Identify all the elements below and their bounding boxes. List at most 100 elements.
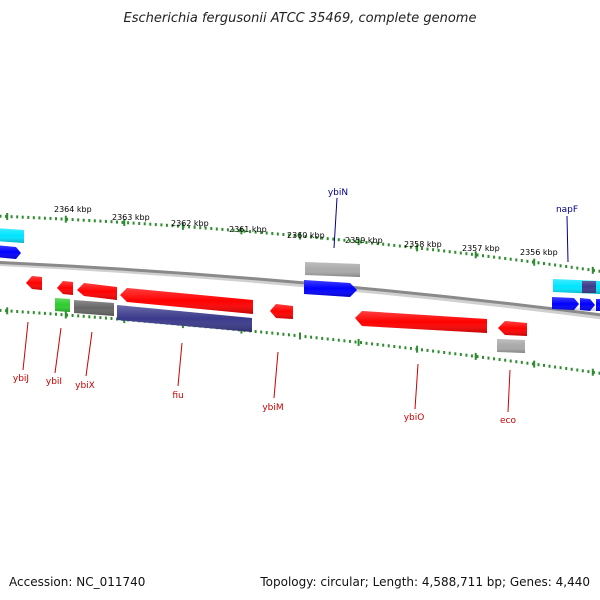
minor-tick xyxy=(409,245,412,249)
minor-tick xyxy=(304,335,307,339)
minor-tick xyxy=(448,250,451,254)
minor-tick xyxy=(581,369,584,373)
minor-tick xyxy=(504,358,507,362)
minor-tick xyxy=(293,333,296,337)
minor-tick xyxy=(592,268,595,272)
leader-line xyxy=(273,351,279,399)
gene-eco[interactable] xyxy=(498,321,527,336)
minor-tick xyxy=(260,231,263,235)
minor-tick xyxy=(138,222,141,225)
minor-tick xyxy=(570,367,573,371)
major-tick xyxy=(591,266,594,274)
minor-tick xyxy=(437,350,440,354)
minor-tick xyxy=(326,337,329,341)
minor-tick xyxy=(426,348,429,352)
minor-tick xyxy=(82,314,85,318)
minor-tick xyxy=(570,265,573,269)
leader-line xyxy=(414,363,419,410)
gene-ybiI[interactable] xyxy=(57,281,73,295)
major-tick xyxy=(181,222,184,230)
minor-tick xyxy=(143,222,146,226)
minor-tick xyxy=(232,228,235,232)
gene-block[interactable] xyxy=(304,280,357,297)
minor-tick xyxy=(337,338,340,342)
minor-tick xyxy=(104,316,107,320)
tick-labels: 2364 kbp 2363 kbp 2362 kbp 2361 kbp 2360… xyxy=(54,205,558,257)
tick-label: 2358 kbp xyxy=(404,240,442,249)
minor-tick xyxy=(199,226,202,230)
minor-tick xyxy=(520,259,523,263)
minor-tick xyxy=(71,314,74,317)
minor-tick xyxy=(592,370,595,374)
minor-tick xyxy=(454,250,457,254)
minor-tick xyxy=(348,239,351,243)
minor-tick xyxy=(99,219,102,223)
major-tick xyxy=(533,258,536,266)
minor-tick xyxy=(66,217,69,221)
minus-strand-genes xyxy=(26,276,527,353)
minor-tick xyxy=(409,346,412,350)
gene-ybiJ[interactable] xyxy=(26,276,42,290)
gene-ybiM[interactable] xyxy=(270,304,293,319)
gene-label: ybiX xyxy=(75,381,95,391)
minor-tick xyxy=(88,315,91,319)
minor-tick xyxy=(382,242,385,246)
gene-block[interactable] xyxy=(117,305,252,332)
minor-tick xyxy=(32,311,35,315)
minor-tick xyxy=(354,340,357,344)
minor-tick xyxy=(554,263,557,267)
gene-ybiX[interactable] xyxy=(77,283,117,300)
gene-block[interactable] xyxy=(552,297,600,311)
minor-tick xyxy=(598,371,600,375)
minor-tick xyxy=(443,351,446,354)
minor-tick xyxy=(310,335,313,339)
gene-block[interactable] xyxy=(55,298,70,312)
minor-tick xyxy=(393,243,396,247)
major-tick xyxy=(474,251,477,259)
minor-tick xyxy=(154,223,157,227)
major-tick xyxy=(416,345,419,353)
gene-ybiN[interactable] xyxy=(305,262,360,277)
gene-block[interactable] xyxy=(497,339,525,353)
minor-tick xyxy=(476,253,479,257)
gene-block[interactable] xyxy=(0,228,24,243)
minor-tick xyxy=(365,341,368,345)
minor-tick xyxy=(398,244,401,248)
minor-tick xyxy=(465,252,468,256)
minor-tick xyxy=(265,331,268,335)
minor-tick xyxy=(254,330,257,333)
minor-tick xyxy=(482,254,484,258)
minor-tick xyxy=(465,353,468,357)
minor-tick xyxy=(470,354,473,358)
minor-tick xyxy=(5,214,8,218)
minor-tick xyxy=(0,308,2,312)
minor-tick xyxy=(165,223,168,227)
minor-tick xyxy=(432,248,435,252)
minor-tick xyxy=(526,361,529,365)
minor-tick xyxy=(559,264,562,268)
gene-block[interactable] xyxy=(0,245,21,259)
minor-tick xyxy=(448,351,451,355)
minor-tick xyxy=(260,330,263,334)
minor-tick xyxy=(337,238,340,242)
minor-tick xyxy=(576,266,579,270)
minor-tick xyxy=(49,312,52,316)
gene-label: fiu xyxy=(172,391,183,401)
gene-label: ybiO xyxy=(404,413,425,423)
gene-fiu[interactable] xyxy=(120,288,253,314)
gene-label: eco xyxy=(500,416,516,426)
minor-tick xyxy=(177,224,179,228)
minor-tick xyxy=(265,231,268,235)
minor-tick xyxy=(498,256,501,260)
gene-napF[interactable] xyxy=(553,279,600,294)
major-tick xyxy=(474,352,477,360)
gene-block[interactable] xyxy=(74,300,114,316)
minor-tick xyxy=(332,237,335,241)
minor-tick xyxy=(149,222,152,226)
minor-tick xyxy=(104,219,107,223)
gene-ybiO[interactable] xyxy=(355,311,487,333)
tick-label: 2357 kbp xyxy=(462,244,500,253)
minor-tick xyxy=(276,232,279,236)
leader-line xyxy=(177,342,183,387)
minor-tick xyxy=(343,339,346,343)
